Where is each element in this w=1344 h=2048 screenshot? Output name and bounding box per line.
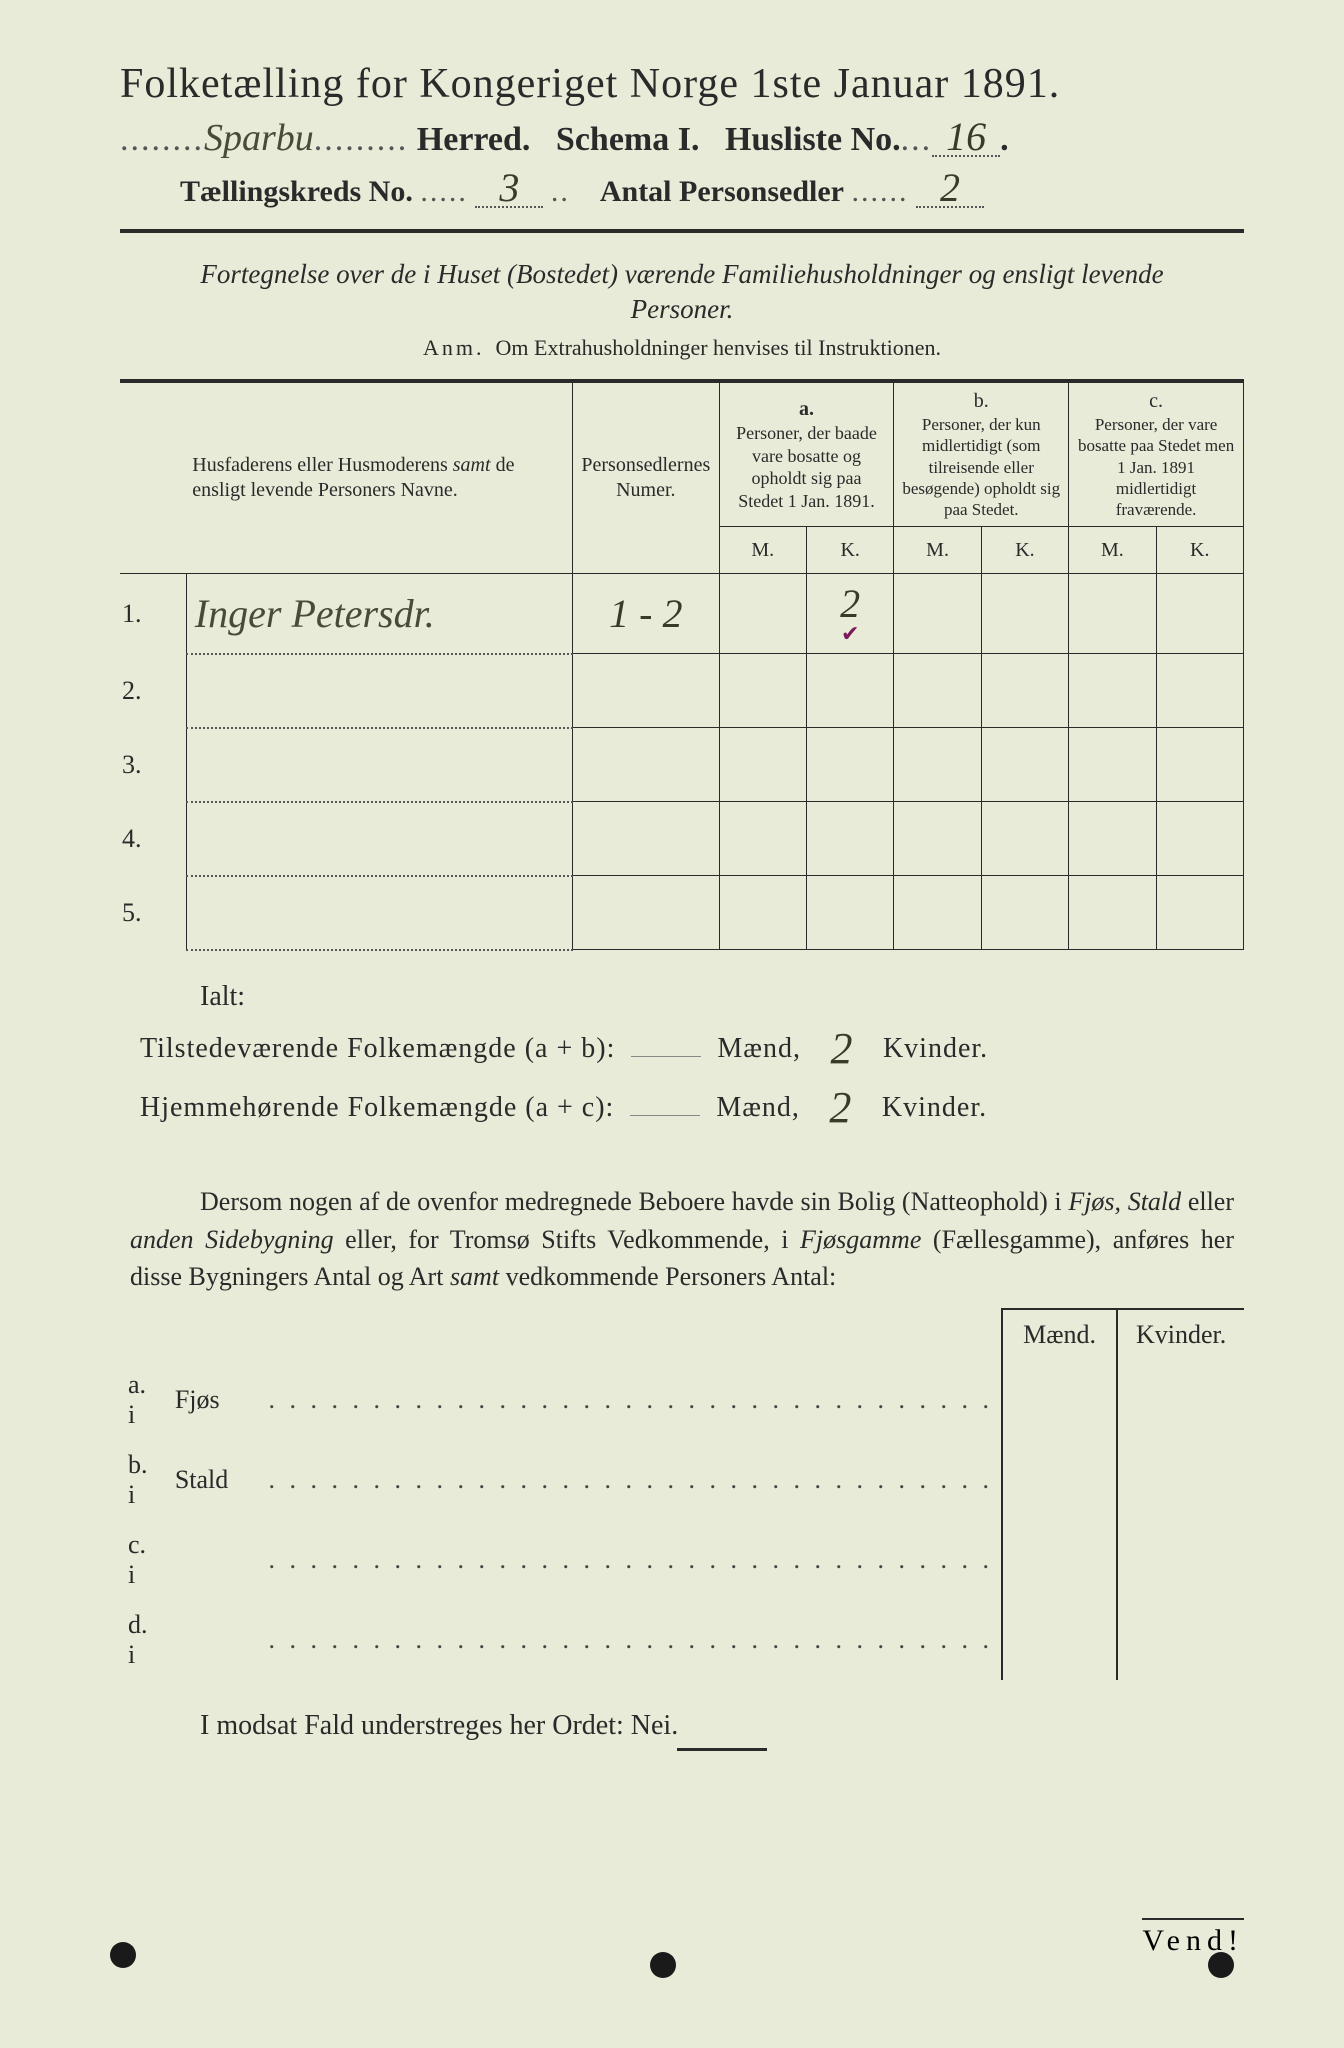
sum1-label: Tilstedeværende Folkemængde (a + b): bbox=[140, 1033, 615, 1064]
kreds-value: 3 bbox=[475, 170, 543, 208]
lower-row: a. iFjøs. . . . . . . . . . . . . . . . … bbox=[120, 1360, 1244, 1440]
col-a-label: a. bbox=[728, 397, 886, 422]
subtitle: Fortegnelse over de i Huset (Bostedet) v… bbox=[160, 257, 1204, 327]
lower-maend-header: Mænd. bbox=[1002, 1309, 1117, 1360]
lower-table: Mænd. Kvinder. a. iFjøs. . . . . . . . .… bbox=[120, 1308, 1244, 1680]
header-line-2: ........ Sparbu ......... Herred. Schema… bbox=[120, 116, 1244, 160]
table-row: 3. bbox=[120, 728, 1244, 802]
col-b-k: K. bbox=[981, 527, 1068, 574]
col-b-label: b. bbox=[902, 389, 1060, 414]
vend-label: Vend! bbox=[1142, 1918, 1244, 1958]
col-a-header: Personer, der baade vare bosatte og opho… bbox=[728, 422, 886, 512]
table-row: 1.Inger Petersdr.1 - 22✔ bbox=[120, 574, 1244, 654]
col-c-header: Personer, der vare bosatte paa Stedet me… bbox=[1077, 414, 1235, 520]
sum-line-1: Tilstedeværende Folkemængde (a + b): Mæn… bbox=[140, 1023, 1244, 1074]
sum2-m bbox=[630, 1115, 700, 1116]
household-table: Husfaderens eller Husmoderens samt de en… bbox=[120, 379, 1244, 951]
sum2-k: 2 bbox=[816, 1082, 866, 1133]
header-line-3: Tællingskreds No. ..... 3 .. Antal Perso… bbox=[180, 170, 1244, 209]
col-name-header: Husfaderens eller Husmoderens samt de en… bbox=[192, 454, 514, 501]
page-title: Folketælling for Kongeriget Norge 1ste J… bbox=[120, 60, 1244, 108]
lower-row: b. iStald. . . . . . . . . . . . . . . .… bbox=[120, 1440, 1244, 1520]
anm-note: Anm. Om Extrahusholdninger henvises til … bbox=[120, 335, 1244, 361]
lower-row: c. i. . . . . . . . . . . . . . . . . . … bbox=[120, 1520, 1244, 1600]
ialt-label: Ialt: bbox=[200, 981, 1244, 1013]
maend-label-2: Mænd, bbox=[716, 1092, 800, 1123]
herred-label: Herred. bbox=[417, 121, 531, 159]
col-c-k: K. bbox=[1156, 527, 1243, 574]
ink-dot-icon bbox=[1208, 1952, 1234, 1978]
sum1-k: 2 bbox=[817, 1023, 867, 1074]
sum2-label: Hjemmehørende Folkemængde (a + c): bbox=[140, 1092, 614, 1123]
ink-dot-icon bbox=[110, 1942, 136, 1968]
lower-kvinder-header: Kvinder. bbox=[1117, 1309, 1244, 1360]
anm-label: Anm. bbox=[423, 335, 485, 360]
col-num-header: Personsedlernes Numer. bbox=[573, 381, 720, 574]
table-row: 4. bbox=[120, 802, 1244, 876]
kvinder-label-2: Kvinder. bbox=[882, 1092, 987, 1123]
col-b-header: Personer, der kun midlertidigt (som tilr… bbox=[902, 414, 1060, 520]
ink-dot-icon bbox=[650, 1952, 676, 1978]
table-row: 5. bbox=[120, 876, 1244, 950]
husliste-value: 16 bbox=[932, 119, 1000, 157]
underscore-mark bbox=[677, 1748, 767, 1751]
col-c-m: M. bbox=[1069, 527, 1156, 574]
schema-label: Schema I. bbox=[556, 121, 700, 159]
instruction-paragraph: Dersom nogen af de ovenfor medregnede Be… bbox=[130, 1183, 1234, 1296]
kreds-label: Tællingskreds No. bbox=[180, 175, 413, 208]
col-a-m: M. bbox=[719, 527, 806, 574]
husliste-label: Husliste No. bbox=[725, 121, 901, 159]
antal-value: 2 bbox=[916, 170, 984, 208]
sum-line-2: Hjemmehørende Folkemængde (a + c): Mænd,… bbox=[140, 1082, 1244, 1133]
col-c-label: c. bbox=[1077, 389, 1235, 414]
antal-label: Antal Personsedler bbox=[600, 175, 844, 208]
maend-label-1: Mænd, bbox=[717, 1033, 801, 1064]
nei-line: I modsat Fald understreges her Ordet: Ne… bbox=[200, 1710, 1244, 1751]
divider bbox=[120, 229, 1244, 233]
anm-text: Om Extrahusholdninger henvises til Instr… bbox=[496, 335, 941, 360]
table-row: 2. bbox=[120, 654, 1244, 728]
lower-row: d. i. . . . . . . . . . . . . . . . . . … bbox=[120, 1600, 1244, 1680]
kvinder-label-1: Kvinder. bbox=[883, 1033, 988, 1064]
col-b-m: M. bbox=[894, 527, 981, 574]
col-a-k: K. bbox=[806, 527, 893, 574]
herred-value: Sparbu bbox=[204, 116, 314, 160]
sum1-m bbox=[631, 1056, 701, 1057]
